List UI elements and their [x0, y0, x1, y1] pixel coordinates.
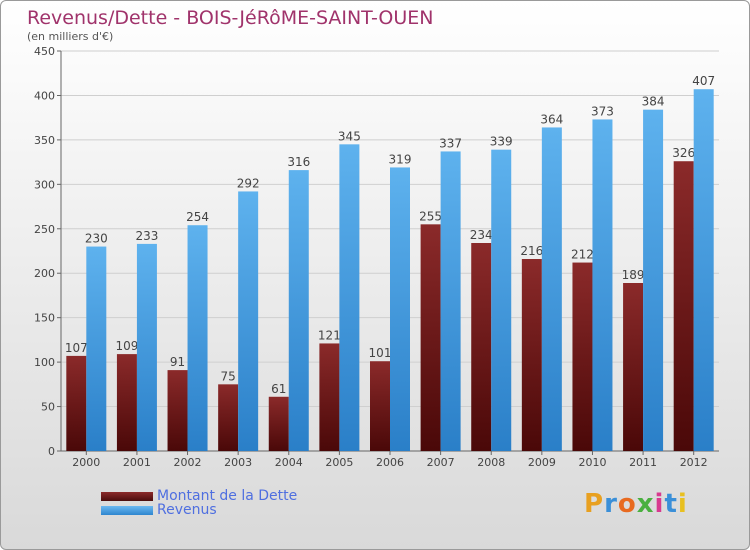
x-tick-label: 2005: [325, 456, 353, 469]
data-label-dette: 107: [65, 341, 88, 355]
bar-revenus: [390, 167, 410, 451]
bar-dette: [673, 161, 694, 451]
data-label-dette: 212: [571, 248, 594, 262]
x-tick-label: 2004: [275, 456, 303, 469]
y-tick-label: 350: [34, 134, 55, 147]
data-label-revenus: 316: [287, 155, 310, 169]
x-tick-label: 2007: [427, 456, 455, 469]
legend-swatch-revenus: [101, 505, 153, 515]
data-label-dette: 109: [115, 339, 138, 353]
data-label-revenus: 339: [490, 135, 513, 149]
bar-revenus: [238, 191, 259, 451]
y-tick-label: 450: [34, 45, 55, 58]
chart-subtitle: (en milliers d'€): [27, 30, 114, 43]
bar-revenus: [136, 243, 157, 451]
y-tick-label: 50: [41, 401, 55, 414]
data-label-revenus: 407: [692, 74, 715, 88]
proxiti-logo: Proxiti: [584, 489, 688, 519]
data-label-revenus: 230: [85, 232, 108, 246]
bar-dette: [420, 224, 441, 451]
data-label-dette: 61: [271, 382, 286, 396]
data-label-revenus: 345: [338, 129, 361, 143]
x-tick-label: 2002: [174, 456, 202, 469]
data-label-revenus: 254: [186, 210, 209, 224]
x-tick-label: 2006: [376, 456, 404, 469]
legend-item-revenus: Revenus: [101, 502, 217, 518]
data-label-dette: 189: [622, 268, 645, 282]
data-label-revenus: 373: [591, 104, 614, 118]
data-label-dette: 234: [470, 228, 493, 242]
y-tick-label: 100: [34, 356, 55, 369]
bar-dette: [268, 396, 289, 451]
data-label-dette: 216: [520, 244, 543, 258]
data-label-revenus: 292: [237, 176, 260, 190]
data-label-dette: 91: [170, 355, 185, 369]
y-tick-label: 200: [34, 267, 55, 280]
bar-dette: [319, 343, 340, 451]
bar-revenus: [86, 246, 107, 451]
bar-dette: [167, 370, 188, 451]
bar-dette: [521, 259, 542, 451]
bar-dette: [66, 355, 87, 451]
y-tick-label: 400: [34, 89, 55, 102]
data-label-revenus: 233: [135, 229, 158, 243]
data-label-revenus: 319: [389, 152, 412, 166]
bar-revenus: [339, 144, 360, 452]
bar-revenus: [288, 170, 309, 451]
y-tick-label: 0: [48, 445, 55, 458]
logo-letter: P: [584, 489, 605, 519]
bar-dette: [572, 262, 593, 451]
bar-revenus: [187, 225, 208, 451]
logo-letter: t: [664, 489, 678, 519]
x-tick-label: 2011: [629, 456, 657, 469]
data-label-dette: 326: [672, 146, 695, 160]
logo-letter: i: [677, 489, 688, 519]
logo-letter: r: [604, 489, 618, 519]
data-label-dette: 101: [369, 346, 392, 360]
data-label-dette: 121: [318, 328, 341, 342]
data-label-revenus: 384: [642, 95, 665, 109]
x-tick-label: 2009: [528, 456, 556, 469]
data-label-revenus: 337: [439, 136, 462, 150]
y-tick-label: 250: [34, 223, 55, 236]
data-label-revenus: 364: [540, 112, 563, 126]
bar-revenus: [693, 89, 714, 451]
bar-revenus: [541, 127, 562, 451]
chart-title: Revenus/Dette - BOIS-JéRôME-SAINT-OUEN: [27, 7, 434, 29]
data-label-dette: 255: [419, 209, 442, 223]
bar-dette: [218, 384, 239, 451]
logo-letter: o: [617, 489, 637, 519]
bar-revenus: [592, 119, 613, 451]
y-tick-label: 300: [34, 178, 55, 191]
bar-revenus: [491, 149, 512, 451]
x-tick-label: 2008: [477, 456, 505, 469]
bar-dette: [623, 283, 644, 451]
x-tick-label: 2001: [123, 456, 151, 469]
legend-label-revenus: Revenus: [157, 502, 217, 518]
bar-revenus: [440, 151, 461, 451]
x-tick-label: 2010: [578, 456, 606, 469]
bar-revenus: [643, 109, 664, 452]
x-tick-label: 2012: [680, 456, 708, 469]
data-label-dette: 75: [221, 369, 236, 383]
bar-dette: [370, 361, 390, 451]
logo-letter: x: [636, 489, 655, 519]
legend-item-dette: Montant de la Dette: [101, 488, 298, 504]
bar-dette: [116, 354, 137, 451]
bar-dette: [471, 243, 492, 451]
x-tick-label: 2003: [224, 456, 252, 469]
x-tick-label: 2000: [72, 456, 100, 469]
legend-label-dette: Montant de la Dette: [157, 488, 298, 504]
legend-swatch-dette: [101, 491, 153, 501]
y-tick-label: 150: [34, 312, 55, 325]
logo-letter: i: [654, 489, 665, 519]
